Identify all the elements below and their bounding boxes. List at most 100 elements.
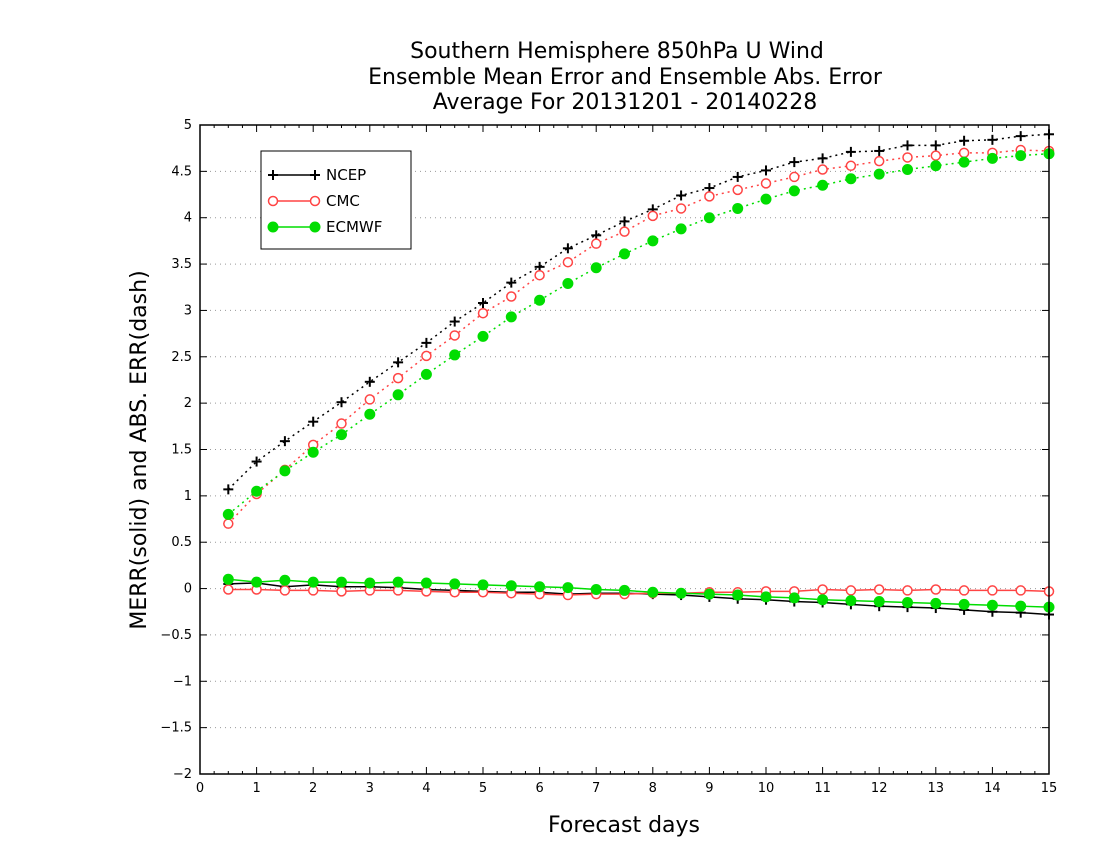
ecmwf-mean-error-point — [788, 592, 800, 604]
y-tick-label: 1 — [184, 489, 192, 504]
ncep-abs-error-point — [251, 456, 262, 467]
y-tick-label: 4.5 — [171, 164, 192, 179]
ecmwf-abs-error-point — [845, 173, 857, 185]
y-tick-label: −2 — [173, 767, 192, 782]
ncep-abs-error-point — [732, 171, 743, 182]
cmc-mean-error-point — [902, 585, 913, 596]
ecmwf-abs-error-point — [222, 508, 234, 520]
y-tick-label: 1.5 — [171, 443, 192, 458]
axis-ticks: −2−1.5−1−0.500.511.522.533.544.550 1 2 3 4 5 6… — [160, 118, 1057, 796]
plot-frame — [199, 124, 1050, 775]
y-tick-label: 4 — [184, 211, 192, 226]
ncep-abs-error-point — [421, 337, 432, 348]
ecmwf-abs-error-point — [647, 235, 659, 247]
cmc-abs-error-point — [873, 155, 885, 167]
cmc-abs-error-point — [675, 203, 687, 214]
ecmwf-abs-error-point — [251, 485, 263, 497]
ecmwf-mean-error-point — [392, 576, 404, 588]
x-tick-label: 11 — [814, 781, 831, 796]
ecmwf-mean-error-point — [647, 586, 659, 598]
y-tick-label: −1.5 — [160, 721, 192, 736]
legend-marker-cmc — [267, 195, 279, 207]
cmc-abs-error-point — [845, 160, 857, 172]
ecmwf-abs-error-point — [902, 164, 913, 176]
ecmwf-mean-error-point — [817, 594, 829, 606]
x-tick-label: 13 — [928, 781, 945, 796]
ecmwf-abs-error-point — [817, 179, 829, 191]
cmc-abs-error-point — [789, 171, 800, 183]
cmc-abs-error-point — [477, 307, 489, 319]
cmc-abs-error-point — [506, 291, 517, 302]
ecmwf-abs-error-point — [1015, 150, 1027, 162]
cmc-abs-error-point — [449, 330, 460, 341]
ecmwf-abs-error-point — [590, 262, 602, 274]
ecmwf-abs-error-point — [873, 168, 885, 180]
ncep-abs-error-point — [478, 298, 488, 309]
ecmwf-abs-error-point — [986, 152, 998, 164]
ecmwf-mean-error-point — [307, 576, 319, 588]
cmc-mean-error-point — [817, 584, 828, 595]
cmc-abs-error-point — [590, 238, 602, 249]
ncep-abs-error-point — [619, 216, 630, 227]
ecmwf-abs-error-point — [449, 349, 461, 361]
x-tick-label: 1 — [252, 781, 260, 796]
ecmwf-abs-error-point — [477, 330, 489, 342]
ecmwf-mean-error-point — [873, 596, 885, 608]
ncep-abs-error-point — [393, 357, 404, 368]
cmc-abs-error-point — [647, 210, 659, 222]
legend-box — [260, 150, 412, 250]
ecmwf-mean-error-point — [732, 589, 744, 601]
legend-marker-ncep — [310, 170, 320, 180]
cmc-mean-error-point — [987, 585, 998, 596]
cmc-abs-error-point — [817, 164, 828, 175]
x-tick-label: 10 — [758, 781, 775, 796]
y-tick-label: 0 — [184, 582, 192, 597]
chart-title: Southern Hemisphere 850hPa U Wind Ensemb… — [368, 39, 883, 115]
ecmwf-abs-error-point — [420, 368, 432, 380]
cmc-abs-error-point — [732, 184, 743, 196]
ecmwf-mean-error-point — [279, 574, 291, 586]
ecmwf-mean-error-point — [534, 581, 546, 593]
ncep-abs-error-point — [506, 277, 517, 288]
ecmwf-mean-error-point — [675, 587, 687, 599]
cmc-mean-error-point — [873, 584, 885, 595]
cmc-abs-error-point — [902, 152, 913, 163]
cmc-abs-error-point — [534, 269, 545, 281]
ncep-mean-error-line — [228, 582, 1050, 616]
cmc-mean-error-point — [958, 585, 970, 596]
ncep-abs-error-point — [874, 145, 885, 156]
title-line-1: Southern Hemisphere 850hPa U Wind — [410, 39, 824, 64]
ecmwf-abs-error-point — [336, 429, 347, 441]
ncep-abs-error-point — [1015, 131, 1026, 142]
ecmwf-mean-error-point — [845, 595, 857, 607]
ecmwf-abs-error-point — [958, 156, 970, 168]
legend-label-ncep: NCEP — [326, 166, 366, 184]
ncep-abs-error-point — [930, 140, 941, 151]
x-tick-label: 9 — [705, 781, 713, 796]
legend-marker-ecmwf — [309, 221, 321, 233]
y-tick-label: 3 — [184, 303, 192, 318]
ncep-abs-error-point — [676, 190, 687, 201]
ncep-abs-error-point — [817, 153, 828, 164]
ecmwf-abs-error-point — [930, 160, 942, 172]
ecmwf-abs-error-point — [392, 389, 404, 401]
ecmwf-abs-error-point — [505, 311, 517, 323]
ecmwf-abs-error-point — [619, 248, 630, 260]
ecmwf-mean-error-point — [930, 597, 942, 609]
ecmwf-abs-error-point — [562, 278, 574, 290]
cmc-abs-error-point — [336, 418, 347, 429]
ecmwf-abs-error-point — [703, 212, 715, 224]
ncep-abs-error-point — [223, 484, 234, 495]
cmc-abs-error-point — [958, 147, 970, 159]
ecmwf-mean-error-point — [364, 577, 376, 589]
x-tick-label: 2 — [309, 781, 317, 796]
cmc-mean-error-point — [1015, 585, 1026, 596]
cmc-mean-error-point — [930, 584, 942, 595]
cmc-mean-error-point — [845, 585, 857, 596]
x-tick-label: 5 — [479, 781, 487, 796]
ecmwf-abs-error-point — [675, 223, 687, 235]
legend: NCEP CMC ECMWF — [260, 150, 412, 250]
x-tick-label: 14 — [984, 781, 1001, 796]
x-tick-label: 7 — [592, 781, 600, 796]
ecmwf-mean-error-point — [505, 580, 517, 592]
